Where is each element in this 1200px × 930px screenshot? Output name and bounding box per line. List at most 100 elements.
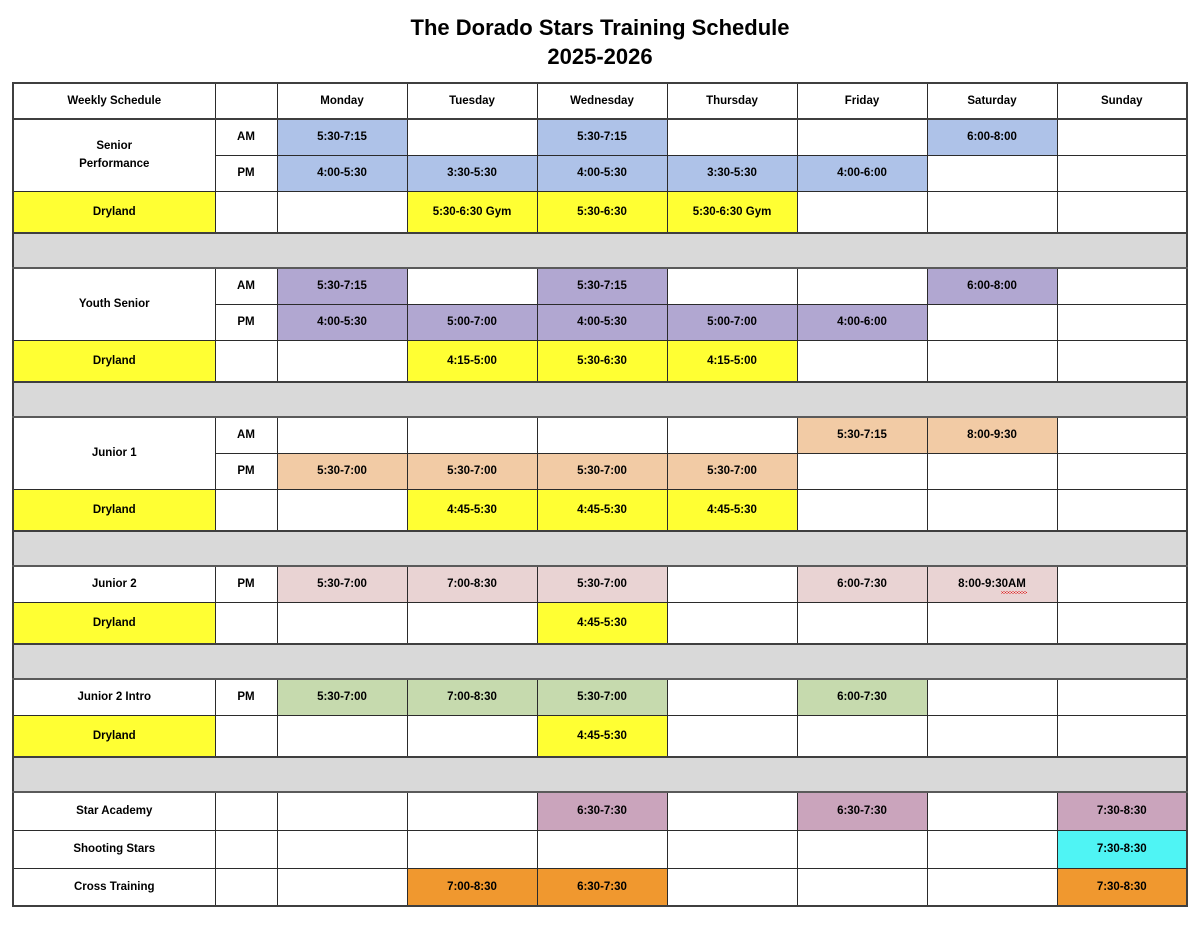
period-label-blank	[214, 601, 278, 645]
empty-cell	[796, 714, 928, 758]
time-cell-junior-2-pm-monday[interactable]: 5:30-7:00	[276, 565, 408, 603]
time-cell-cross-training-sunday[interactable]: 7:30-8:30	[1056, 867, 1188, 907]
period-label-blank	[214, 829, 278, 869]
empty-cell	[1056, 190, 1188, 234]
empty-cell	[666, 601, 798, 645]
dryland-cell-youth-senior-thursday[interactable]: 4:15-5:00	[666, 339, 798, 383]
dryland-label-junior-2: Dryland	[12, 601, 216, 645]
time-cell-senior-pm-wednesday[interactable]: 4:00-5:30	[536, 154, 668, 192]
empty-cell	[926, 678, 1058, 716]
empty-cell	[926, 791, 1058, 831]
time-cell-star-academy-sunday[interactable]: 7:30-8:30	[1056, 791, 1188, 831]
table-header-row: Weekly Schedule Monday Tuesday Wednesday Thu…	[12, 82, 1188, 120]
time-cell-junior-2-intro-pm-wednesday[interactable]: 5:30-7:00	[536, 678, 668, 716]
dryland-cell-junior-2-wednesday[interactable]: 4:45-5:30	[536, 601, 668, 645]
time-cell-youth-senior-pm-monday[interactable]: 4:00-5:30	[276, 303, 408, 341]
table-row: Cross Training 7:00-8:30 6:30-7:30 7:30-8:3…	[12, 867, 1188, 907]
time-cell-cross-training-tuesday[interactable]: 7:00-8:30	[406, 867, 538, 907]
dryland-cell-senior-thursday[interactable]: 5:30-6:30 Gym	[666, 190, 798, 234]
period-label-junior-1-am: AM	[214, 416, 278, 454]
spacer-row	[12, 530, 1188, 567]
weekly-schedule-table: Weekly Schedule Monday Tuesday Wednesday Thu…	[12, 82, 1188, 907]
period-label-blank	[214, 488, 278, 532]
time-cell-junior-2-pm-wednesday[interactable]: 5:30-7:00	[536, 565, 668, 603]
group-label-junior-2-intro: Junior 2 Intro	[12, 678, 216, 716]
time-cell-junior-1-pm-monday[interactable]: 5:30-7:00	[276, 452, 408, 490]
empty-cell	[796, 339, 928, 383]
time-cell-junior-2-pm-friday[interactable]: 6:00-7:30	[796, 565, 928, 603]
period-label-junior-2-pm: PM	[214, 565, 278, 603]
time-cell-senior-am-saturday[interactable]: 6:00-8:00	[926, 118, 1058, 156]
empty-cell	[796, 829, 928, 869]
empty-cell	[406, 714, 538, 758]
empty-cell	[406, 416, 538, 454]
spacer-row	[12, 756, 1188, 793]
dryland-cell-junior-1-thursday[interactable]: 4:45-5:30	[666, 488, 798, 532]
time-cell-junior-1-pm-tuesday[interactable]: 5:30-7:00	[406, 452, 538, 490]
time-cell-junior-1-pm-thursday[interactable]: 5:30-7:00	[666, 452, 798, 490]
empty-cell	[666, 791, 798, 831]
time-cell-junior-1-am-friday[interactable]: 5:30-7:15	[796, 416, 928, 454]
empty-cell	[406, 829, 538, 869]
period-label-blank	[214, 714, 278, 758]
time-cell-junior-2-intro-pm-monday[interactable]: 5:30-7:00	[276, 678, 408, 716]
time-cell-senior-pm-tuesday[interactable]: 3:30-5:30	[406, 154, 538, 192]
period-label-senior-am: AM	[214, 118, 278, 156]
empty-cell	[666, 416, 798, 454]
empty-cell	[1056, 678, 1188, 716]
empty-cell	[276, 339, 408, 383]
empty-cell	[666, 267, 798, 305]
period-label-junior-1-pm: PM	[214, 452, 278, 490]
empty-cell	[406, 791, 538, 831]
empty-cell	[796, 267, 928, 305]
dryland-cell-junior-2-intro-wednesday[interactable]: 4:45-5:30	[536, 714, 668, 758]
empty-cell	[1056, 303, 1188, 341]
time-cell-junior-2-intro-pm-friday[interactable]: 6:00-7:30	[796, 678, 928, 716]
empty-cell	[666, 714, 798, 758]
header-day-thursday: Thursday	[666, 82, 798, 120]
empty-cell	[796, 488, 928, 532]
time-cell-senior-am-monday[interactable]: 5:30-7:15	[276, 118, 408, 156]
period-label-junior-2-intro-pm: PM	[214, 678, 278, 716]
schedule-body: Weekly Schedule Monday Tuesday Wednesday Thu…	[12, 82, 1188, 907]
period-label-youth-senior-am: AM	[214, 267, 278, 305]
header-weekly-schedule: Weekly Schedule	[12, 82, 216, 120]
time-cell-senior-pm-thursday[interactable]: 3:30-5:30	[666, 154, 798, 192]
time-cell-youth-senior-am-monday[interactable]: 5:30-7:15	[276, 267, 408, 305]
time-cell-youth-senior-pm-thursday[interactable]: 5:00-7:00	[666, 303, 798, 341]
group-label-youth-senior: Youth Senior	[12, 267, 216, 341]
time-cell-star-academy-friday[interactable]: 6:30-7:30	[796, 791, 928, 831]
time-cell-junior-2-pm-tuesday[interactable]: 7:00-8:30	[406, 565, 538, 603]
time-cell-cross-training-wednesday[interactable]: 6:30-7:30	[536, 867, 668, 907]
time-cell-youth-senior-am-saturday[interactable]: 6:00-8:00	[926, 267, 1058, 305]
time-cell-youth-senior-pm-tuesday[interactable]: 5:00-7:00	[406, 303, 538, 341]
time-cell-shooting-stars-sunday[interactable]: 7:30-8:30	[1056, 829, 1188, 869]
empty-cell	[406, 118, 538, 156]
time-cell-star-academy-wednesday[interactable]: 6:30-7:30	[536, 791, 668, 831]
dryland-cell-senior-tuesday[interactable]: 5:30-6:30 Gym	[406, 190, 538, 234]
time-cell-youth-senior-pm-wednesday[interactable]: 4:00-5:30	[536, 303, 668, 341]
dryland-cell-junior-1-tuesday[interactable]: 4:45-5:30	[406, 488, 538, 532]
time-cell-junior-1-am-saturday[interactable]: 8:00-9:30	[926, 416, 1058, 454]
period-label-senior-pm: PM	[214, 154, 278, 192]
time-cell-senior-am-wednesday[interactable]: 5:30-7:15	[536, 118, 668, 156]
time-cell-senior-pm-monday[interactable]: 4:00-5:30	[276, 154, 408, 192]
time-cell-youth-senior-am-wednesday[interactable]: 5:30-7:15	[536, 267, 668, 305]
dryland-cell-youth-senior-wednesday[interactable]: 5:30-6:30	[536, 339, 668, 383]
time-cell-youth-senior-pm-friday[interactable]: 4:00-6:00	[796, 303, 928, 341]
time-cell-senior-pm-friday[interactable]: 4:00-6:00	[796, 154, 928, 192]
time-cell-junior-2-pm-saturday[interactable]: 8:00-9:30AM	[926, 565, 1058, 603]
empty-cell	[536, 829, 668, 869]
spacer-row	[12, 643, 1188, 680]
dryland-label-junior-1: Dryland	[12, 488, 216, 532]
header-day-friday: Friday	[796, 82, 928, 120]
time-cell-junior-2-intro-pm-tuesday[interactable]: 7:00-8:30	[406, 678, 538, 716]
header-day-monday: Monday	[276, 82, 408, 120]
time-cell-junior-1-pm-wednesday[interactable]: 5:30-7:00	[536, 452, 668, 490]
dryland-cell-youth-senior-tuesday[interactable]: 4:15-5:00	[406, 339, 538, 383]
dryland-cell-junior-1-wednesday[interactable]: 4:45-5:30	[536, 488, 668, 532]
dryland-cell-senior-wednesday[interactable]: 5:30-6:30	[536, 190, 668, 234]
group-label-line-2: Performance	[79, 158, 150, 171]
spacer-row	[12, 381, 1188, 418]
